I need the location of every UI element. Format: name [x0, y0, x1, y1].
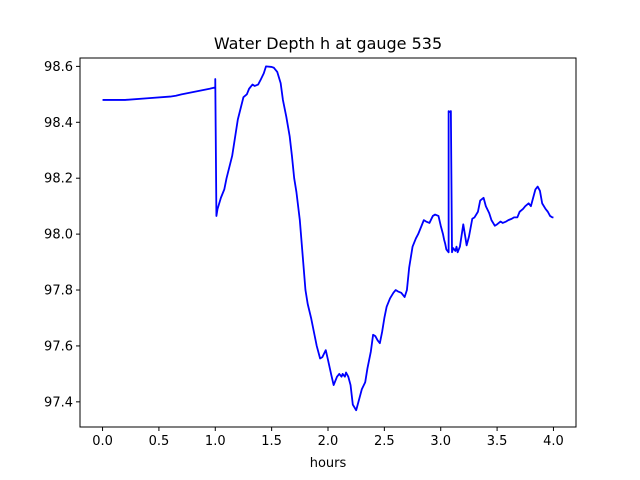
x-tick-label: 0.5 [149, 434, 170, 449]
y-tick-label: 97.8 [44, 284, 73, 299]
x-tick-label: 0.0 [92, 434, 113, 449]
chart-title: Water Depth h at gauge 535 [214, 34, 442, 53]
x-axis-label: hours [310, 456, 347, 471]
y-tick-label: 98.6 [44, 60, 73, 75]
x-tick-label: 3.0 [430, 434, 451, 449]
y-tick-label: 97.6 [44, 339, 73, 354]
y-tick-label: 98.2 [44, 172, 73, 187]
x-tick-label: 2.5 [374, 434, 395, 449]
y-tick-label: 97.4 [44, 395, 73, 410]
x-tick-label: 2.0 [318, 434, 339, 449]
y-tick-label: 98.0 [44, 228, 73, 243]
axes: 0.0 0.5 1.0 1.5 2.0 2.5 3.0 3.5 4.0 97.4 97.6 97.8 9… [44, 57, 577, 449]
plot-frame [79, 57, 577, 428]
series-line-0 [102, 65, 554, 412]
plot-area [102, 65, 554, 412]
x-tick-label: 1.0 [205, 434, 226, 449]
y-tick-label: 98.4 [44, 116, 73, 131]
x-tick-label: 4.0 [543, 434, 564, 449]
x-tick-label: 3.5 [487, 434, 508, 449]
x-tick-label: 1.5 [261, 434, 282, 449]
